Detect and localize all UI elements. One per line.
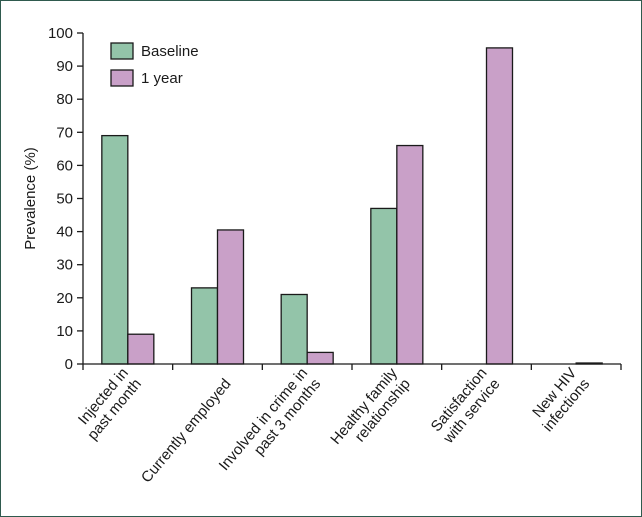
bar-1-year-4 [485,47,514,365]
x-category-label: New HIVinfections [526,365,593,435]
legend-label-baseline: Baseline [141,43,199,60]
bar-baseline-3 [370,207,398,365]
legend: Baseline 1 year [110,42,199,87]
bars [101,47,603,365]
bar-baseline-0 [101,134,129,365]
x-category-label-line: Currently employed [138,376,235,487]
x-category-label: Healthy familyrelationship [327,364,414,458]
bar-1-year-0 [127,333,155,365]
y-tick-label: 90 [56,58,73,75]
legend-swatch-1-year [110,69,134,87]
bar-1-year-1 [216,229,245,365]
y-tick-label: 10 [56,323,73,340]
y-axis-title: Prevalence (%) [22,147,39,250]
x-category-label: Injected inpast month [71,365,145,444]
x-category-label: Involved in crime inpast 3 months [216,365,325,485]
x-category-label: Satisfactionwith service [427,365,504,448]
y-tick-label: 30 [56,257,73,274]
bar-1-year-3 [396,144,424,365]
y-tick-label: 0 [65,356,73,373]
y-axis: 0 10 20 30 40 50 60 70 80 90 100 [48,25,84,373]
y-tick-label: 20 [56,290,73,307]
y-tick-label: 80 [56,91,73,108]
y-tick-label: 40 [56,224,73,241]
bar-1-year-2 [306,351,334,365]
bar-baseline-2 [280,293,308,365]
y-tick-label: 50 [56,191,73,208]
y-tick-label: 70 [56,124,73,141]
y-tick-label: 100 [48,25,73,42]
bar-baseline-1 [190,287,219,365]
y-tick-label: 60 [56,157,73,174]
legend-swatch-baseline [110,42,134,60]
legend-label-1-year: 1 year [141,70,183,87]
x-category-label: Currently employed [138,376,235,487]
